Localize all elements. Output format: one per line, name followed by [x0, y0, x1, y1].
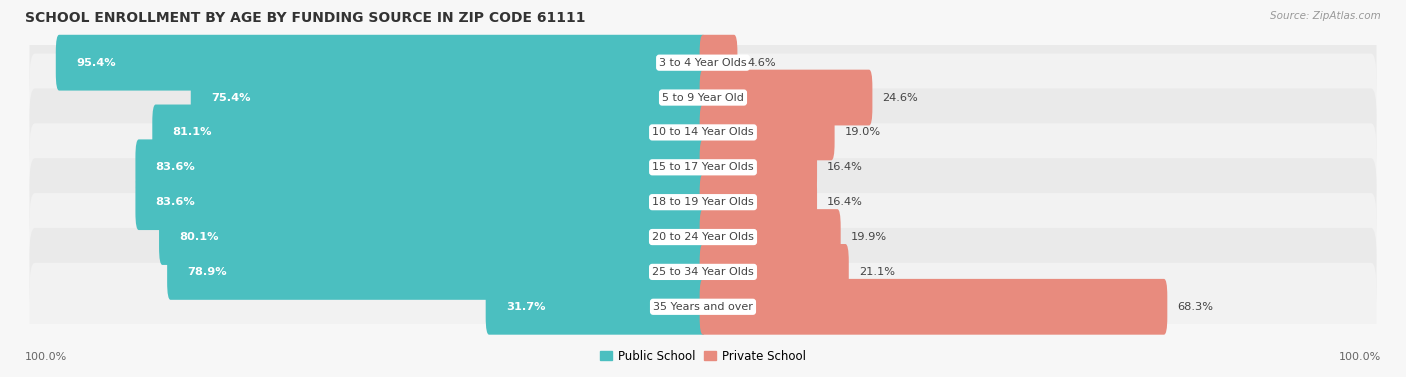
Text: 19.9%: 19.9% [851, 232, 887, 242]
FancyBboxPatch shape [700, 174, 817, 230]
Text: 80.1%: 80.1% [180, 232, 219, 242]
Text: 18 to 19 Year Olds: 18 to 19 Year Olds [652, 197, 754, 207]
FancyBboxPatch shape [700, 70, 872, 126]
Text: 16.4%: 16.4% [827, 197, 863, 207]
Text: 10 to 14 Year Olds: 10 to 14 Year Olds [652, 127, 754, 138]
FancyBboxPatch shape [30, 54, 1376, 141]
FancyBboxPatch shape [30, 89, 1376, 176]
Text: 16.4%: 16.4% [827, 162, 863, 172]
FancyBboxPatch shape [152, 104, 706, 160]
Text: 83.6%: 83.6% [156, 162, 195, 172]
FancyBboxPatch shape [485, 279, 706, 335]
Legend: Public School, Private School: Public School, Private School [595, 345, 811, 367]
FancyBboxPatch shape [191, 70, 706, 126]
Text: SCHOOL ENROLLMENT BY AGE BY FUNDING SOURCE IN ZIP CODE 61111: SCHOOL ENROLLMENT BY AGE BY FUNDING SOUR… [25, 11, 586, 25]
FancyBboxPatch shape [159, 209, 706, 265]
Text: 68.3%: 68.3% [1177, 302, 1213, 312]
FancyBboxPatch shape [135, 139, 706, 195]
Text: 25 to 34 Year Olds: 25 to 34 Year Olds [652, 267, 754, 277]
Text: 24.6%: 24.6% [883, 92, 918, 103]
FancyBboxPatch shape [30, 19, 1376, 107]
Text: 100.0%: 100.0% [1339, 352, 1381, 362]
Text: 35 Years and over: 35 Years and over [652, 302, 754, 312]
Text: 4.6%: 4.6% [748, 58, 776, 68]
Text: 95.4%: 95.4% [76, 58, 115, 68]
Text: 15 to 17 Year Olds: 15 to 17 Year Olds [652, 162, 754, 172]
FancyBboxPatch shape [135, 174, 706, 230]
FancyBboxPatch shape [167, 244, 706, 300]
Text: 5 to 9 Year Old: 5 to 9 Year Old [662, 92, 744, 103]
FancyBboxPatch shape [700, 139, 817, 195]
Text: 81.1%: 81.1% [173, 127, 212, 138]
FancyBboxPatch shape [700, 35, 737, 90]
Text: 3 to 4 Year Olds: 3 to 4 Year Olds [659, 58, 747, 68]
FancyBboxPatch shape [700, 244, 849, 300]
Text: 78.9%: 78.9% [187, 267, 226, 277]
FancyBboxPatch shape [30, 263, 1376, 351]
Text: Source: ZipAtlas.com: Source: ZipAtlas.com [1270, 11, 1381, 21]
Text: 21.1%: 21.1% [859, 267, 894, 277]
FancyBboxPatch shape [700, 209, 841, 265]
FancyBboxPatch shape [56, 35, 706, 90]
Text: 83.6%: 83.6% [156, 197, 195, 207]
Text: 20 to 24 Year Olds: 20 to 24 Year Olds [652, 232, 754, 242]
FancyBboxPatch shape [700, 104, 835, 160]
FancyBboxPatch shape [30, 228, 1376, 316]
FancyBboxPatch shape [30, 158, 1376, 246]
FancyBboxPatch shape [30, 193, 1376, 281]
Text: 75.4%: 75.4% [211, 92, 250, 103]
FancyBboxPatch shape [700, 279, 1167, 335]
Text: 100.0%: 100.0% [25, 352, 67, 362]
FancyBboxPatch shape [30, 123, 1376, 211]
Text: 31.7%: 31.7% [506, 302, 546, 312]
Text: 19.0%: 19.0% [845, 127, 880, 138]
